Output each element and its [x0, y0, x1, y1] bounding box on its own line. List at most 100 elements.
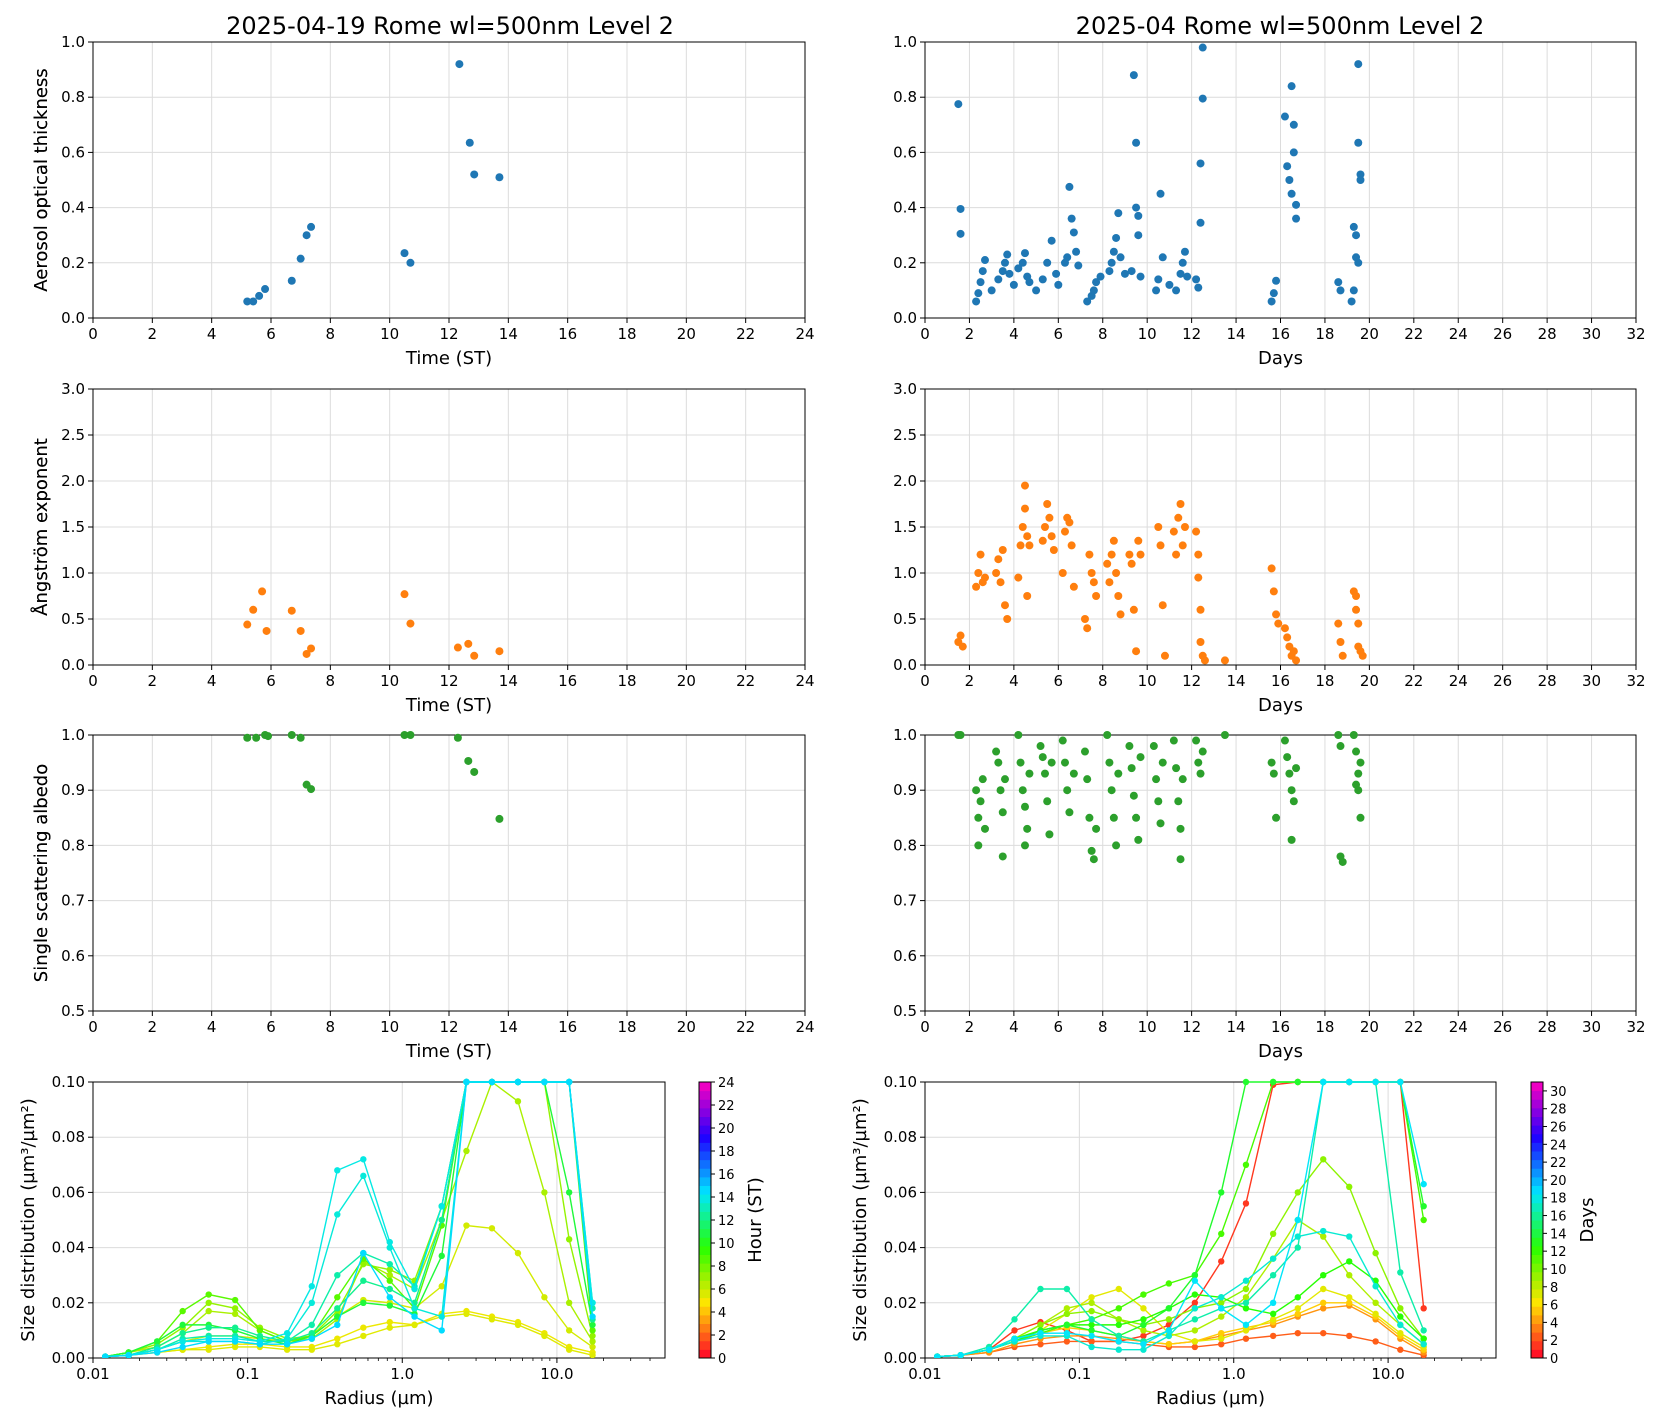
series-point: [205, 1291, 212, 1298]
y-axis-label: Size distribution (µm³/µm²): [850, 1098, 871, 1341]
x-tick-label: 8: [1098, 672, 1108, 690]
series-point: [1088, 1332, 1095, 1340]
data-point: [992, 569, 1001, 577]
data-point: [1054, 280, 1063, 289]
series-point: [179, 1307, 186, 1315]
chart-aot-monthly: 0 2 4 6 8 10 12 14 16 18 20 22 24 26 28 30 320.00.20.40.…: [31, 33, 1646, 369]
x-tick-label: 8: [1098, 325, 1108, 343]
colorbar-swatch: [699, 1220, 711, 1230]
data-point: [1014, 573, 1023, 582]
series-point: [1140, 1321, 1147, 1329]
x-tick-label: 16: [558, 1018, 577, 1036]
series-point: [1372, 1283, 1379, 1290]
data-point: [1349, 222, 1358, 231]
x-axis-label: Radius (µm): [324, 1388, 433, 1409]
data-point: [1020, 504, 1029, 513]
data-point: [249, 297, 258, 306]
series-point: [1088, 1294, 1095, 1301]
data-point: [1089, 578, 1098, 587]
data-point: [978, 267, 987, 276]
x-axis-label: Time (ST): [405, 348, 492, 369]
x-tick-label: 14: [499, 672, 518, 690]
series-point: [1140, 1346, 1147, 1353]
data-point: [1127, 559, 1136, 568]
plot-area: [954, 43, 1365, 306]
data-point: [262, 626, 271, 635]
data-point: [1158, 758, 1167, 767]
series-point: [1242, 1200, 1250, 1207]
data-point: [400, 731, 409, 739]
colorbar-tick-label: 26: [1550, 1121, 1567, 1136]
data-point: [956, 229, 965, 238]
data-point: [1354, 769, 1363, 778]
data-point: [1267, 758, 1276, 767]
data-point: [495, 814, 504, 823]
data-point: [1043, 500, 1052, 508]
x-tick-label: 6: [1054, 672, 1064, 690]
data-point: [994, 275, 1003, 284]
data-point: [255, 291, 264, 300]
data-point: [1196, 605, 1205, 614]
y-tick-label: 0.6: [61, 143, 85, 161]
colorbar-tick-label: 6: [718, 1283, 726, 1298]
data-point: [1018, 786, 1027, 795]
data-point: [1096, 272, 1105, 281]
y-tick-label: 0.6: [61, 947, 85, 965]
series-point: [1397, 1078, 1404, 1086]
series-point: [589, 1313, 596, 1320]
data-point: [1060, 758, 1069, 767]
series-point: [1165, 1305, 1173, 1312]
series-point: [488, 1225, 496, 1232]
data-point: [1065, 808, 1074, 817]
series-point: [360, 1332, 367, 1340]
series-point: [1191, 1305, 1199, 1312]
series-point: [386, 1266, 393, 1273]
series-point: [1346, 1078, 1353, 1086]
data-point: [1016, 541, 1025, 550]
y-tick-label: 0.8: [893, 88, 917, 106]
data-point: [1334, 278, 1343, 287]
data-point: [1158, 601, 1167, 610]
data-point: [1354, 258, 1363, 267]
series-point: [1115, 1338, 1122, 1345]
data-point: [974, 569, 983, 577]
series-point: [438, 1252, 445, 1260]
data-point: [470, 767, 479, 776]
data-point: [249, 605, 258, 614]
data-point: [1285, 769, 1294, 778]
data-point: [1134, 211, 1143, 220]
data-point: [1132, 647, 1141, 656]
colorbar-swatch: [1531, 1263, 1543, 1273]
data-point: [1014, 264, 1023, 273]
data-point: [287, 606, 296, 615]
data-point: [1047, 758, 1056, 767]
y-tick-label: 2.5: [61, 426, 85, 444]
series-point: [1420, 1216, 1427, 1224]
y-tick-label: 0.7: [61, 892, 85, 910]
y-tick-label: 0.04: [52, 1239, 85, 1257]
series-point: [1011, 1316, 1018, 1323]
data-point: [1107, 258, 1116, 267]
data-point: [1352, 231, 1361, 240]
data-point: [1120, 269, 1129, 278]
data-point: [1338, 857, 1347, 866]
series-point: [386, 1260, 393, 1268]
series-point: [1397, 1313, 1404, 1320]
colorbar-label: Days: [1577, 1198, 1598, 1243]
data-point: [1274, 619, 1283, 628]
x-tick-label: 26: [1493, 325, 1512, 343]
series-point: [283, 1341, 291, 1348]
x-tick-label: 16: [558, 325, 577, 343]
data-point: [307, 644, 316, 653]
data-point: [1089, 855, 1098, 864]
data-point: [1014, 731, 1023, 739]
series-point: [1218, 1313, 1225, 1320]
colorbar-tick-label: 4: [1550, 1316, 1558, 1331]
series-point: [1320, 1156, 1327, 1163]
data-point: [1032, 286, 1041, 295]
series-point: [1011, 1327, 1018, 1334]
x-tick-label: 10.0: [1371, 1365, 1404, 1383]
x-tick-label: 2: [965, 672, 975, 690]
data-point: [1025, 278, 1034, 287]
series-line: [937, 1304, 1425, 1358]
